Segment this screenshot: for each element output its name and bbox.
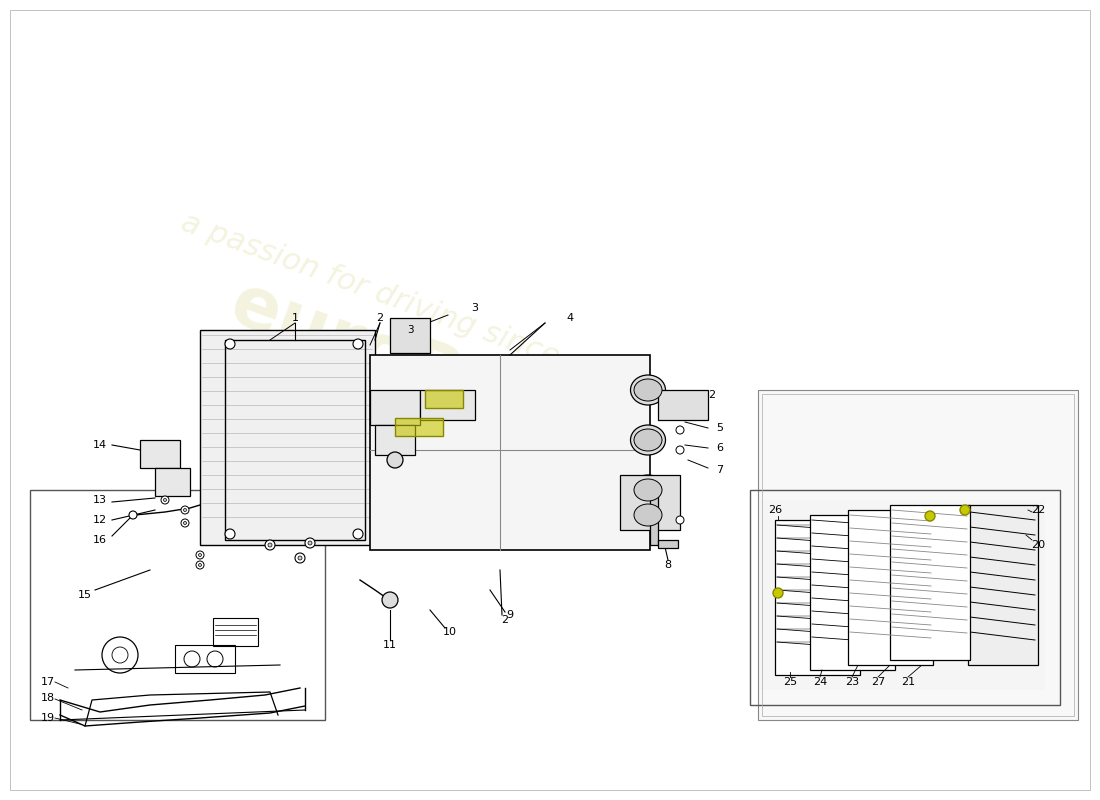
Text: 17: 17 bbox=[41, 677, 55, 687]
Circle shape bbox=[676, 426, 684, 434]
Text: 6: 6 bbox=[716, 443, 724, 453]
Bar bbox=[226, 340, 365, 540]
Text: 16: 16 bbox=[94, 535, 107, 545]
Circle shape bbox=[196, 561, 204, 569]
Circle shape bbox=[182, 506, 189, 514]
Circle shape bbox=[676, 516, 684, 524]
Text: 4: 4 bbox=[566, 313, 573, 323]
Bar bbox=[810, 515, 895, 670]
Ellipse shape bbox=[630, 375, 666, 405]
Circle shape bbox=[265, 540, 275, 550]
Text: euroParts: euroParts bbox=[221, 270, 619, 470]
Bar bbox=[620, 475, 680, 530]
Bar bbox=[395, 418, 443, 436]
Bar bbox=[776, 520, 860, 675]
Text: 8: 8 bbox=[664, 560, 672, 570]
Circle shape bbox=[198, 554, 201, 557]
Bar bbox=[758, 390, 1078, 720]
Text: a passion for driving since: a passion for driving since bbox=[177, 208, 563, 372]
Bar bbox=[390, 318, 430, 353]
Bar bbox=[425, 390, 463, 408]
Circle shape bbox=[353, 339, 363, 349]
Text: 5: 5 bbox=[716, 423, 724, 433]
Bar bbox=[370, 355, 650, 550]
Circle shape bbox=[773, 588, 783, 598]
Bar bbox=[213, 618, 258, 646]
Text: 25: 25 bbox=[783, 677, 798, 687]
Bar bbox=[140, 440, 180, 468]
Text: 14: 14 bbox=[92, 440, 107, 450]
Circle shape bbox=[308, 541, 312, 545]
Circle shape bbox=[196, 551, 204, 559]
Circle shape bbox=[676, 446, 684, 454]
Bar bbox=[658, 390, 708, 420]
Bar bbox=[420, 390, 475, 420]
Circle shape bbox=[161, 496, 169, 504]
Text: 24: 24 bbox=[813, 677, 827, 687]
Bar bbox=[760, 500, 1045, 690]
Text: 19: 19 bbox=[41, 713, 55, 723]
Circle shape bbox=[353, 529, 363, 539]
Circle shape bbox=[387, 452, 403, 468]
Text: 1: 1 bbox=[292, 313, 298, 323]
Circle shape bbox=[295, 553, 305, 563]
Text: 13: 13 bbox=[94, 495, 107, 505]
Bar bbox=[848, 510, 933, 665]
Bar bbox=[750, 490, 1060, 705]
Ellipse shape bbox=[630, 475, 666, 505]
Ellipse shape bbox=[634, 379, 662, 401]
Circle shape bbox=[960, 505, 970, 515]
Circle shape bbox=[925, 511, 935, 521]
Text: 7: 7 bbox=[716, 465, 724, 475]
Bar bbox=[658, 540, 678, 548]
Bar bbox=[30, 490, 324, 720]
Text: 26: 26 bbox=[768, 505, 782, 515]
Circle shape bbox=[382, 592, 398, 608]
Text: 20: 20 bbox=[1031, 540, 1045, 550]
Ellipse shape bbox=[634, 504, 662, 526]
Bar bbox=[155, 468, 190, 496]
Circle shape bbox=[268, 543, 272, 547]
Ellipse shape bbox=[634, 429, 662, 451]
Circle shape bbox=[198, 563, 201, 566]
Text: 3: 3 bbox=[472, 303, 478, 313]
Bar bbox=[968, 505, 1038, 665]
Circle shape bbox=[226, 529, 235, 539]
Circle shape bbox=[184, 522, 187, 525]
Circle shape bbox=[226, 339, 235, 349]
Text: 22: 22 bbox=[1031, 505, 1045, 515]
Bar bbox=[200, 330, 375, 545]
Text: 3: 3 bbox=[407, 325, 414, 335]
Circle shape bbox=[298, 556, 302, 560]
Circle shape bbox=[129, 511, 138, 519]
Text: 9: 9 bbox=[506, 610, 514, 620]
Text: 21: 21 bbox=[901, 677, 915, 687]
Text: 27: 27 bbox=[871, 677, 886, 687]
Bar bbox=[175, 645, 235, 673]
Text: 12: 12 bbox=[92, 515, 107, 525]
Text: 10: 10 bbox=[443, 627, 456, 637]
Circle shape bbox=[305, 538, 315, 548]
Circle shape bbox=[182, 519, 189, 527]
Text: 2: 2 bbox=[708, 390, 716, 400]
Circle shape bbox=[184, 509, 187, 511]
Text: 11: 11 bbox=[383, 640, 397, 650]
Ellipse shape bbox=[630, 425, 666, 455]
Bar bbox=[650, 490, 658, 545]
Text: 2: 2 bbox=[376, 313, 384, 323]
Bar bbox=[375, 425, 415, 455]
Ellipse shape bbox=[630, 500, 666, 530]
Bar bbox=[762, 394, 1074, 716]
Text: 18: 18 bbox=[41, 693, 55, 703]
Text: 15: 15 bbox=[78, 590, 92, 600]
Circle shape bbox=[164, 498, 166, 502]
Text: 2: 2 bbox=[502, 615, 508, 625]
Bar bbox=[370, 390, 420, 425]
Text: 23: 23 bbox=[845, 677, 859, 687]
Bar bbox=[890, 505, 970, 660]
Ellipse shape bbox=[634, 479, 662, 501]
